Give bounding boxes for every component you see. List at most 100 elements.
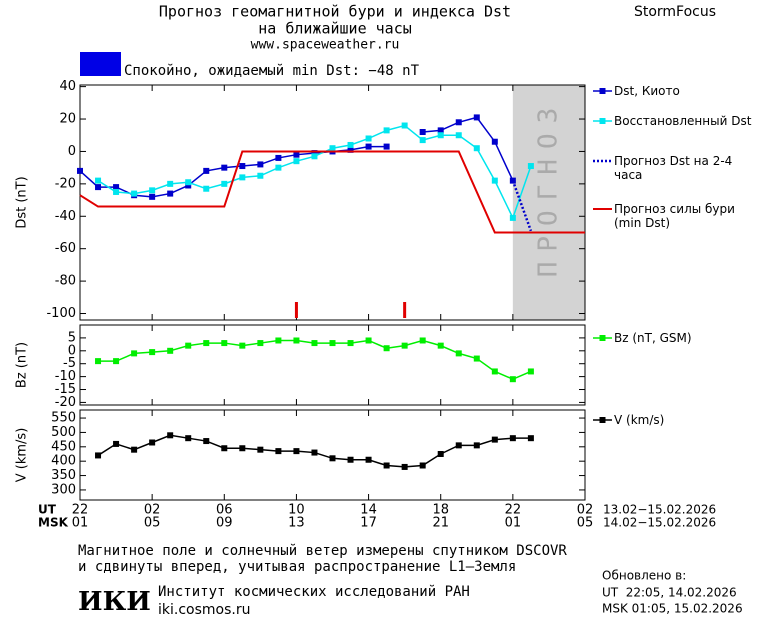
- legend-label: Прогноз силы бури (min Dst): [614, 202, 735, 230]
- data-point: [509, 435, 516, 442]
- x-tick-label: 02: [577, 503, 594, 518]
- data-point: [491, 138, 498, 145]
- y-tick-label: -15: [55, 382, 76, 397]
- data-point: [311, 449, 318, 456]
- data-point: [347, 340, 354, 347]
- data-point: [185, 342, 192, 349]
- forecast-label: ПРОГНОЗ: [533, 98, 563, 278]
- data-point: [275, 448, 282, 455]
- data-point: [221, 180, 228, 187]
- data-point: [113, 184, 120, 191]
- data-point: [239, 445, 246, 452]
- updated-ut: UT 22:05, 14.02.2026: [602, 586, 737, 600]
- x-row-label: MSK: [38, 516, 69, 530]
- data-point: [257, 161, 264, 168]
- data-point: [419, 337, 426, 344]
- series-line: [79, 150, 585, 234]
- data-point: [473, 355, 480, 362]
- legend-swatch: [599, 88, 606, 94]
- data-point: [239, 342, 246, 349]
- data-point: [347, 141, 354, 148]
- data-point: [239, 163, 246, 170]
- data-point: [527, 368, 534, 375]
- data-point: [293, 337, 300, 344]
- y-tick-label: 5: [68, 330, 76, 345]
- data-point: [383, 143, 390, 150]
- y-tick-label: 400: [51, 454, 76, 469]
- x-tick-label-msk: 13: [288, 516, 305, 531]
- series-line: [511, 180, 533, 232]
- data-point: [473, 114, 480, 121]
- data-point: [383, 127, 390, 134]
- legend-swatch: [599, 335, 606, 341]
- data-point: [365, 337, 372, 344]
- legend-label: Прогноз Dst на 2-4 часа: [614, 154, 733, 182]
- logo: ИКИ: [78, 587, 151, 617]
- data-point: [203, 438, 210, 445]
- x-tick-label-msk: 21: [432, 516, 449, 531]
- x-tick-label: 22: [505, 503, 522, 518]
- data-point: [131, 190, 138, 197]
- x-tick-label: 10: [288, 503, 305, 518]
- data-point: [509, 376, 516, 383]
- data-point: [95, 452, 102, 459]
- data-point: [347, 456, 354, 463]
- data-point: [131, 350, 138, 357]
- data-point: [419, 462, 426, 469]
- y-tick-label: 550: [51, 411, 76, 426]
- data-point: [95, 184, 102, 191]
- y-tick-label: -80: [55, 274, 76, 289]
- data-point: [167, 347, 174, 354]
- data-point: [365, 143, 372, 150]
- url: iki.cosmos.ru: [158, 602, 250, 618]
- y-tick-label: -40: [55, 209, 76, 224]
- data-point: [167, 190, 174, 197]
- data-point: [77, 167, 83, 174]
- data-point: [419, 129, 426, 135]
- y-tick-label: 300: [51, 482, 76, 497]
- legend-label: Dst, Киото: [614, 84, 680, 98]
- legend-label: Восстановленный Dst: [614, 114, 752, 128]
- data-point: [491, 177, 498, 184]
- x-tick-label: 22: [72, 503, 89, 518]
- data-point: [275, 154, 282, 161]
- x-tick-label-msk: 01: [72, 516, 89, 531]
- data-point: [131, 446, 138, 453]
- y-tick-label: -20: [55, 395, 76, 410]
- x-tick-label: 14: [360, 503, 377, 518]
- data-point: [203, 167, 210, 174]
- note: Магнитное поле и солнечный ветер измерен…: [78, 543, 567, 559]
- data-point: [185, 182, 192, 189]
- data-point: [527, 163, 534, 170]
- y-tick-label: -20: [55, 176, 76, 191]
- data-point: [329, 145, 336, 152]
- data-point: [437, 132, 444, 139]
- y-tick-label: 500: [51, 425, 76, 440]
- data-point: [113, 188, 120, 195]
- data-point: [257, 446, 264, 453]
- data-point: [311, 153, 318, 160]
- data-point: [401, 342, 408, 349]
- data-point: [437, 127, 444, 134]
- data-point: [293, 151, 300, 158]
- data-point: [455, 442, 462, 449]
- data-point: [257, 172, 264, 179]
- x-tick-label-msk: 09: [216, 516, 233, 531]
- data-point: [95, 177, 102, 184]
- data-point: [185, 435, 192, 442]
- brand: StormFocus: [634, 4, 716, 20]
- data-point: [509, 214, 516, 221]
- updated-msk: MSK 01:05, 15.02.2026: [602, 602, 743, 616]
- data-point: [257, 340, 264, 347]
- data-point: [365, 135, 372, 142]
- x-tick-label: 06: [216, 503, 233, 518]
- data-point: [311, 150, 318, 157]
- data-point: [383, 345, 390, 352]
- x-tick-label-msk: 17: [360, 516, 377, 531]
- x-row-label: UT: [38, 503, 57, 517]
- status-box: [80, 52, 121, 76]
- data-point: [491, 368, 498, 375]
- data-point: [455, 132, 462, 139]
